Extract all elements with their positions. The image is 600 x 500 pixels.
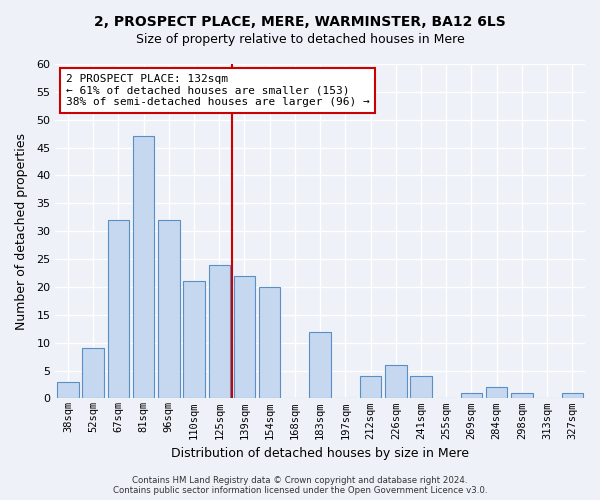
Text: Size of property relative to detached houses in Mere: Size of property relative to detached ho… [136, 32, 464, 46]
Bar [360, 376, 382, 398]
Text: 2 PROSPECT PLACE: 132sqm
← 61% of detached houses are smaller (153)
38% of semi-: 2 PROSPECT PLACE: 132sqm ← 61% of detach… [66, 74, 370, 107]
Bar [486, 387, 508, 398]
Bar [133, 136, 154, 398]
Bar [57, 382, 79, 398]
Bar [511, 393, 533, 398]
Text: 2, PROSPECT PLACE, MERE, WARMINSTER, BA12 6LS: 2, PROSPECT PLACE, MERE, WARMINSTER, BA1… [94, 15, 506, 29]
Bar [259, 287, 280, 399]
Y-axis label: Number of detached properties: Number of detached properties [15, 132, 28, 330]
Bar [310, 332, 331, 398]
Bar [184, 282, 205, 399]
Bar [461, 393, 482, 398]
Bar [562, 393, 583, 398]
Bar [209, 264, 230, 398]
X-axis label: Distribution of detached houses by size in Mere: Distribution of detached houses by size … [171, 447, 469, 460]
Bar [82, 348, 104, 399]
Bar [385, 365, 407, 398]
Bar [410, 376, 432, 398]
Text: Contains HM Land Registry data © Crown copyright and database right 2024.
Contai: Contains HM Land Registry data © Crown c… [113, 476, 487, 495]
Bar [234, 276, 255, 398]
Bar [158, 220, 179, 398]
Bar [107, 220, 129, 398]
